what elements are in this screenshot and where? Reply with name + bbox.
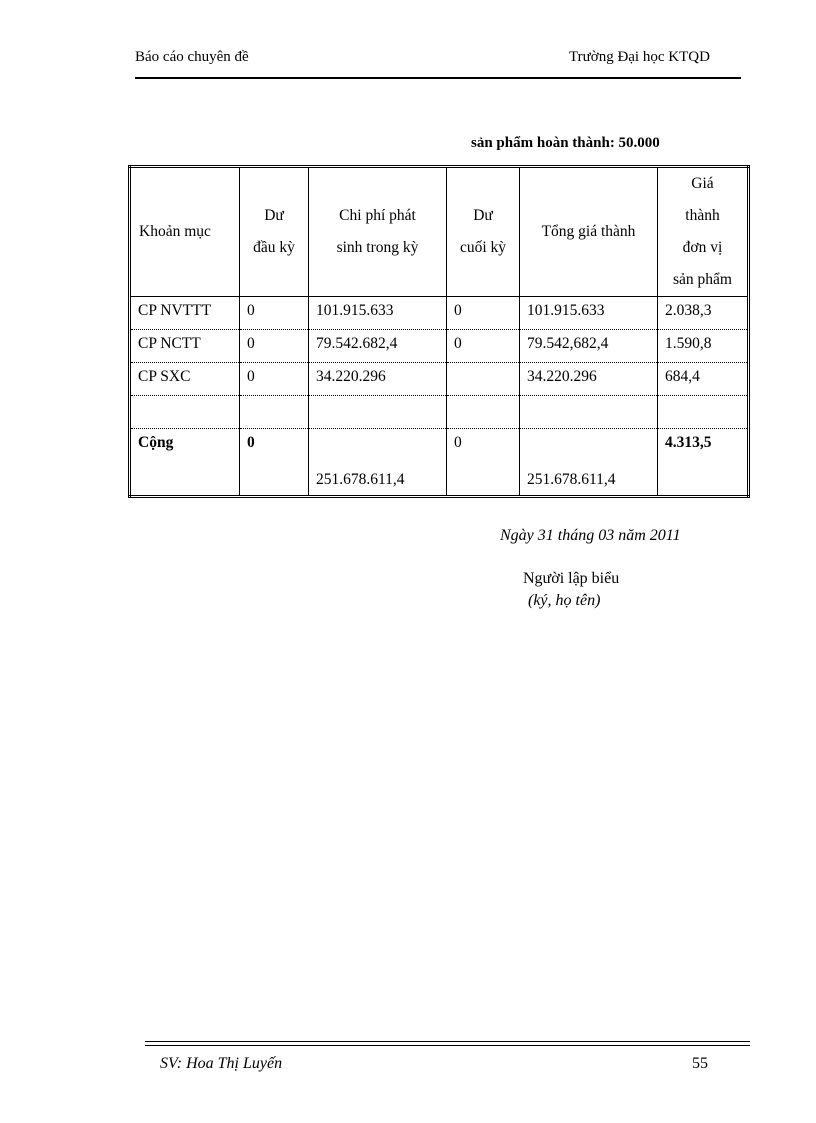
signer-note: (ký, họ tên) — [528, 592, 601, 609]
table-cell — [519, 395, 658, 429]
table-cell — [129, 395, 240, 429]
column-header: Chi phí phát sinh trong kỳ — [308, 166, 447, 297]
table-cell: CP NVTTT — [129, 296, 240, 330]
table-cell: 0 — [239, 296, 309, 330]
table-cell: 0 — [446, 296, 520, 330]
table-row — [129, 395, 749, 429]
total-cell: 0 — [446, 428, 520, 497]
column-header: Dư đầu kỳ — [239, 166, 309, 297]
table-cell — [446, 362, 520, 396]
signer-title: Người lập biểu — [523, 570, 620, 587]
table-cell: 684,4 — [657, 362, 749, 396]
column-header-text: Giá — [691, 175, 714, 192]
total-cell: 251.678.611,4 — [519, 428, 658, 497]
total-cell: 0 — [239, 428, 309, 497]
page-number: 55 — [692, 1055, 708, 1072]
quantity-line: sản phẩm hoàn thành: 50.000 — [471, 135, 660, 151]
table-row: CP NCTT 0 79.542.682,4 0 79.542,682,4 1.590,8 — [129, 329, 749, 363]
report-date: Ngày 31 tháng 03 năm 2011 — [500, 527, 681, 544]
table-cell: 79.542,682,4 — [519, 329, 658, 363]
table-cell: 34.220.296 — [308, 362, 447, 396]
cost-table: Khoản mục Dư đầu kỳ Chi phí phát sinh trong … — [128, 165, 750, 498]
footer-rule — [145, 1041, 750, 1046]
table-cell: 101.915.633 — [308, 296, 447, 330]
column-header-text: Khoản mục — [139, 223, 211, 240]
table-cell: 2.038,3 — [657, 296, 749, 330]
table-cell — [446, 395, 520, 429]
table-row: CP NVTTT 0 101.915.633 0 101.915.633 2.038,3 — [129, 296, 749, 330]
column-header-text: Chi phí phát — [339, 207, 416, 224]
header-rule — [135, 77, 741, 79]
total-cell: 251.678.611,4 — [308, 428, 447, 497]
table-cell: 0 — [239, 329, 309, 363]
table-cell: 34.220.296 — [519, 362, 658, 396]
column-header: Giá thành đơn vị sản phẩm — [657, 166, 749, 297]
table-cell: 0 — [446, 329, 520, 363]
column-header-text: cuối kỳ — [459, 239, 507, 256]
table-cell: CP NCTT — [129, 329, 240, 363]
table-cell — [239, 395, 309, 429]
table-cell — [308, 395, 447, 429]
table-cell: 101.915.633 — [519, 296, 658, 330]
total-cell: Cộng — [129, 428, 240, 497]
table-cell: 79.542.682,4 — [308, 329, 447, 363]
column-header: Tổng giá thành — [519, 166, 658, 297]
column-header-text: Dư — [473, 207, 493, 224]
column-header: Dư cuối kỳ — [446, 166, 520, 297]
header-right: Trường Đại học KTQD — [569, 49, 710, 65]
total-cell: 4.313,5 — [657, 428, 749, 497]
table-cell: 1.590,8 — [657, 329, 749, 363]
column-header-text: thành — [685, 207, 720, 224]
column-header-text: Tổng giá thành — [541, 223, 636, 240]
column-header-text: Dư — [264, 207, 284, 224]
table-header-row: Khoản mục Dư đầu kỳ Chi phí phát sinh trong … — [129, 166, 749, 297]
column-header-text: đơn vị — [682, 239, 723, 256]
table-cell — [657, 395, 749, 429]
table-row: CP SXC 0 34.220.296 34.220.296 684,4 — [129, 362, 749, 396]
footer-student: SV: Hoa Thị Luyến — [160, 1055, 283, 1072]
total-row: Cộng 0 251.678.611,4 0 251.678.611,4 4.313,5 — [129, 428, 749, 497]
column-header-text: sinh trong kỳ — [336, 239, 419, 256]
table-cell: CP SXC — [129, 362, 240, 396]
table-cell: 0 — [239, 362, 309, 396]
column-header-text: sản phẩm — [673, 271, 732, 288]
column-header: Khoản mục — [129, 166, 240, 297]
column-header-text: đầu kỳ — [253, 239, 295, 256]
header-left: Báo cáo chuyên đề — [135, 49, 249, 65]
